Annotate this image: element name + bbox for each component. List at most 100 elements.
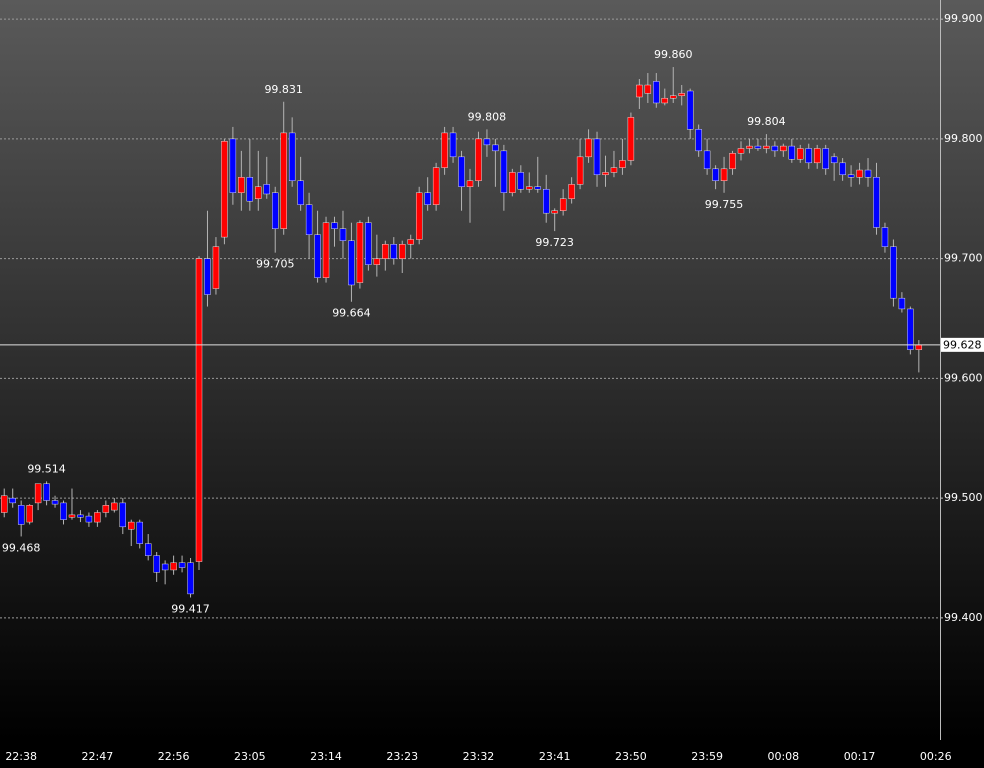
candle-body: [153, 555, 160, 573]
candle-body: [576, 156, 584, 185]
candle-body: [881, 227, 889, 247]
candle-body: [712, 168, 719, 182]
candle-body: [619, 160, 626, 168]
candle-body: [9, 497, 16, 504]
candle-body: [661, 97, 668, 104]
candle-body: [280, 132, 287, 229]
candle-body: [399, 244, 406, 259]
candle-body: [212, 246, 220, 289]
candle-body: [805, 148, 812, 164]
high-label: 99.831: [264, 83, 303, 96]
candle-body: [526, 186, 533, 190]
candle-body: [754, 145, 762, 149]
low-label: 99.723: [535, 236, 574, 249]
candle-body: [195, 258, 203, 562]
candle-body: [551, 210, 558, 214]
candle-body: [720, 168, 728, 182]
candle-body: [822, 148, 829, 170]
candle-body: [653, 81, 660, 104]
low-label: 99.705: [256, 258, 295, 271]
candle-body: [348, 240, 355, 286]
candle-body: [246, 177, 254, 202]
x-tick-label: 22:56: [158, 750, 190, 763]
candle-body: [797, 148, 804, 160]
candle-body: [77, 514, 84, 518]
last-price-box: [941, 337, 984, 352]
grid: [0, 18, 943, 619]
candle-body: [864, 169, 872, 178]
candle-body: [746, 145, 753, 149]
y-tick-label: 99.800: [944, 132, 983, 145]
candle-body: [763, 145, 770, 149]
candle-body: [678, 93, 685, 96]
candle-body: [204, 258, 211, 295]
candle-body: [432, 167, 440, 205]
candle-body: [517, 172, 525, 190]
high-label: 99.808: [468, 110, 507, 123]
candle-body: [559, 198, 567, 211]
candle-body: [415, 192, 423, 240]
candle-body: [144, 543, 152, 556]
x-tick-label: 23:23: [386, 750, 418, 763]
candle-body: [365, 222, 372, 265]
candle-body: [602, 172, 609, 176]
y-tick-label: 99.500: [944, 491, 983, 504]
candle-body: [729, 153, 736, 170]
candle-body: [305, 204, 313, 235]
candle-body: [466, 180, 474, 187]
y-tick-label: 99.400: [944, 611, 983, 624]
x-tick-label: 22:38: [5, 750, 37, 763]
candle-body: [229, 138, 237, 193]
candle-body: [51, 500, 59, 505]
candle-body: [695, 129, 702, 152]
candle-body: [272, 192, 279, 229]
x-tick-label: 23:50: [615, 750, 647, 763]
candle-body: [670, 95, 677, 99]
candle-body: [780, 145, 787, 152]
y-tick-label: 99.700: [944, 252, 983, 265]
candle-body: [856, 169, 863, 178]
labels: 99.400 99.500 99.600 99.700 99.800 99.900 22:3…: [0, 12, 984, 763]
candle-body: [500, 150, 508, 193]
candle-body: [373, 258, 381, 265]
candle-body: [915, 344, 923, 350]
low-label: 99.468: [2, 541, 41, 554]
candle-body: [534, 186, 541, 190]
candle-body: [221, 141, 228, 238]
plot-background: [0, 0, 984, 740]
candle-body: [1, 495, 8, 513]
candle-body: [424, 192, 431, 205]
candle-body: [644, 84, 652, 94]
high-label: 99.514: [27, 462, 66, 475]
candle-body: [297, 180, 304, 205]
candle-body: [94, 512, 101, 523]
x-tick-label: 00:17: [844, 750, 876, 763]
x-tick-label: 22:47: [82, 750, 114, 763]
candle-body: [161, 563, 169, 571]
candle-body: [492, 144, 499, 152]
x-tick-label: 23:41: [539, 750, 571, 763]
candle-body: [458, 156, 465, 187]
candle-body: [814, 148, 821, 164]
candle-body: [119, 502, 126, 528]
candle-body: [441, 132, 448, 168]
candle-body: [610, 167, 618, 173]
candle-body: [907, 308, 914, 350]
candle-body: [593, 138, 601, 176]
candle-body: [60, 502, 67, 520]
candle-body: [187, 562, 194, 595]
candle-body: [34, 483, 42, 504]
candle-body: [178, 562, 186, 568]
candle-body: [382, 244, 389, 259]
candle-body: [136, 521, 143, 544]
time-axis-background: [0, 740, 984, 768]
candle-body: [703, 150, 711, 170]
candle-body: [263, 184, 270, 195]
candle-body: [314, 234, 321, 278]
x-tick-label: 23:59: [691, 750, 723, 763]
candle-body: [509, 172, 516, 193]
candle-body: [830, 156, 838, 164]
high-label: 99.804: [747, 115, 786, 128]
